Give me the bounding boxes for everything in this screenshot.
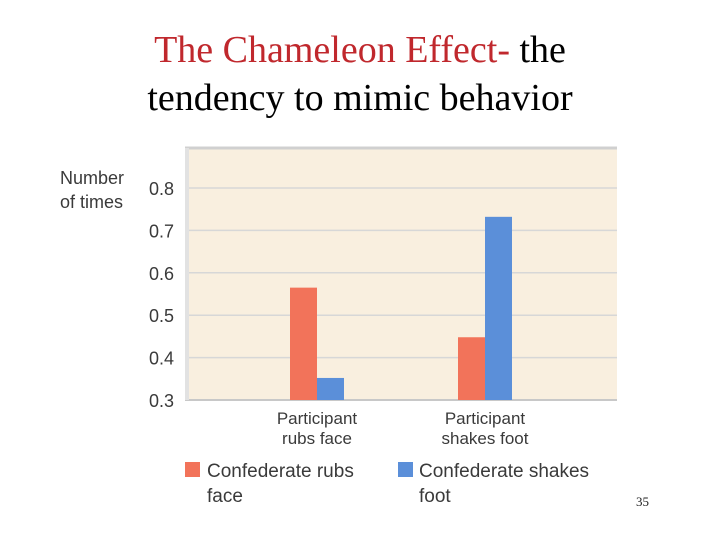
legend: Confederate rubs face Confederate shakes fo… bbox=[185, 461, 589, 507]
grid-lines bbox=[185, 146, 617, 401]
x-tick-label: Participant shakes foot bbox=[442, 409, 529, 448]
y-tick-label: 0.3 bbox=[149, 391, 174, 411]
page-number: 35 bbox=[636, 494, 649, 509]
title-line-2: tendency to mimic behavior bbox=[147, 77, 573, 119]
title-accent: The Chameleon Effect- bbox=[154, 29, 510, 71]
y-tick-label: 0.7 bbox=[149, 221, 174, 241]
legend-label: Confederate rubs face bbox=[207, 461, 354, 507]
title-line-1: The Chameleon Effect- the bbox=[0, 26, 720, 74]
legend-swatch bbox=[398, 462, 413, 477]
x-tick-labels: Participant rubs face Participant shakes fo… bbox=[277, 409, 529, 448]
bars bbox=[290, 216, 512, 400]
bar bbox=[458, 337, 485, 400]
y-tick-label: 0.4 bbox=[149, 349, 174, 369]
legend-swatch bbox=[185, 462, 200, 477]
y-axis-label-text: Number of times bbox=[60, 168, 124, 212]
y-tick-label: 0.8 bbox=[149, 179, 174, 199]
bar bbox=[317, 377, 344, 400]
x-tick-label: Participant rubs face bbox=[277, 409, 358, 448]
y-tick-label: 0.5 bbox=[149, 306, 174, 326]
legend-label: Confederate shakes foot bbox=[419, 461, 589, 507]
bar bbox=[485, 216, 512, 400]
slide-title: The Chameleon Effect- the tendency to mi… bbox=[0, 26, 720, 122]
plot-left-border bbox=[185, 148, 189, 400]
y-tick-labels: 0.3 0.4 0.5 0.6 0.7 0.8 bbox=[149, 179, 174, 411]
bar bbox=[290, 287, 317, 400]
y-axis-label: Number of times bbox=[60, 168, 124, 212]
plot-background bbox=[185, 148, 617, 400]
y-tick-label: 0.6 bbox=[149, 264, 174, 284]
title-rest: the bbox=[509, 29, 566, 71]
